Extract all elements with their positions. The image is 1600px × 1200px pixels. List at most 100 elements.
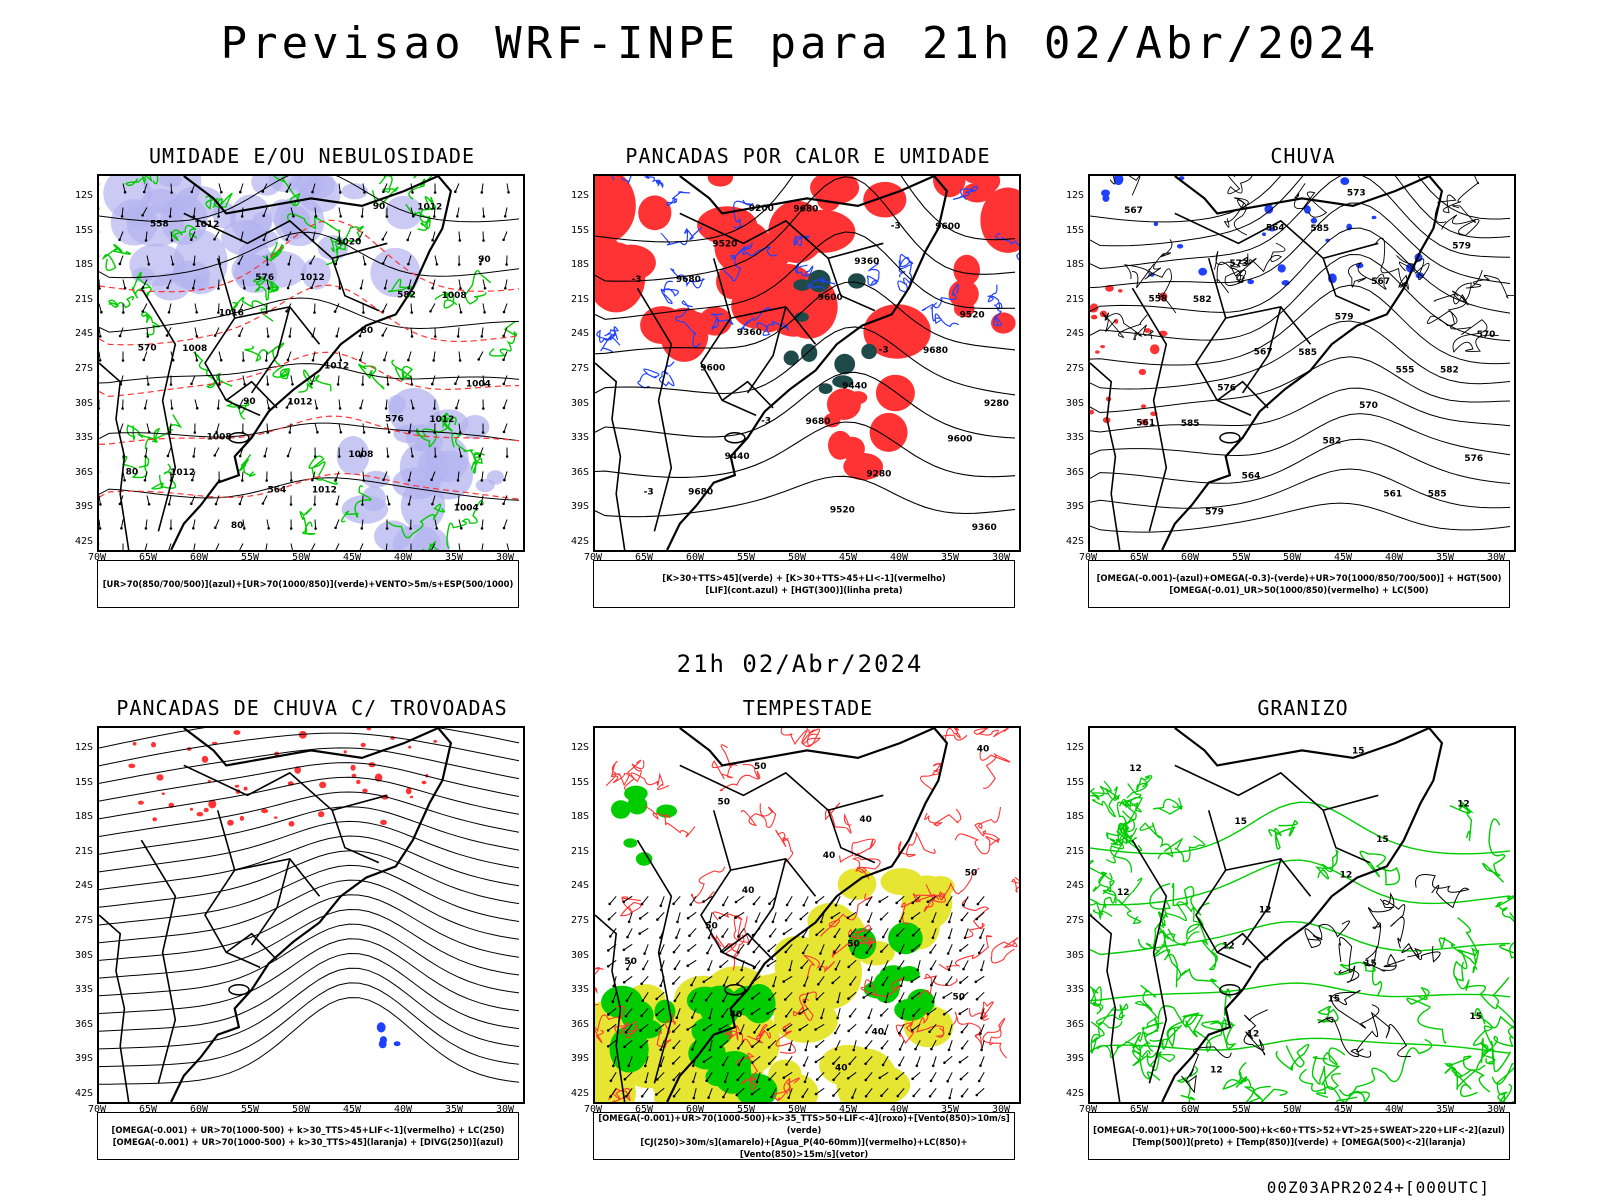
lon-tick-label: 30W — [495, 552, 515, 563]
lon-tick-label: 50W — [1282, 552, 1302, 563]
lon-tick-label: 60W — [189, 552, 209, 563]
lat-tick-label: 33S — [570, 432, 589, 444]
contour-label: 585 — [1310, 224, 1329, 234]
contour-label: 9680 — [923, 346, 948, 356]
contour-label: 1004 — [454, 503, 479, 513]
lat-tick-label: 39S — [1065, 501, 1084, 513]
legend-line: [LIF](cont.azul) + [HGT(300)](linha pret… — [705, 585, 903, 595]
lon-tick-label: 55W — [736, 1104, 756, 1115]
contour-label: 9680 — [793, 204, 818, 214]
field-layer — [99, 728, 520, 1085]
contour-label: 9360 — [972, 523, 997, 533]
map-plot: 40 50 50 40 50 50 50 40 40 40 40 50 40 50 — [595, 728, 1019, 1102]
contour-label: 579 — [1335, 312, 1354, 322]
lat-tick-label: 42S — [1065, 1088, 1084, 1099]
lat-tick-label: 18S — [570, 811, 589, 823]
coastline-layer — [1090, 728, 1444, 1102]
contour-label: 567 — [1124, 206, 1143, 216]
lat-tick-label: 39S — [1065, 1053, 1084, 1065]
lon-tick-label: 45W — [1333, 1104, 1353, 1115]
contour-label: 564 — [268, 485, 287, 495]
lon-tick-label: 50W — [291, 1104, 311, 1115]
contour-label: -3 — [644, 487, 654, 497]
lat-tick-label: 36S — [570, 1018, 589, 1030]
legend-box: [OMEGA(-0.001)+UR>70(1000-500)+k<60+TTS>… — [1088, 1112, 1510, 1160]
lon-tick-label: 35W — [940, 552, 960, 563]
main-title: Previsao WRF-INPE para 21h 02/Abr/2024 — [220, 18, 1380, 69]
panel-trovoadas: PANCADAS DE CHUVA C/ TROVOADAS 12S 15S 18S 2… — [75, 696, 527, 1176]
contour-label: 12 — [1259, 906, 1272, 916]
contour-label: 9680 — [676, 275, 701, 285]
panel-tempestade: TEMPESTADE 40 50 50 40 50 50 50 40 40 40 40 50 40 50 12… — [571, 696, 1023, 1176]
lon-tick-label: 40W — [393, 1104, 413, 1115]
legend-box: [OMEGA(-0.001)+UR>70(1000-500)+k>35_TTS>… — [593, 1112, 1015, 1160]
contour-label: 15 — [1364, 959, 1377, 969]
lon-tick-label: 70W — [1078, 1104, 1098, 1115]
contour-label: 579 — [1452, 242, 1471, 252]
label-layer: 40 50 50 40 50 50 50 40 40 40 40 50 40 50 — [624, 744, 989, 1073]
lon-tick-label: 45W — [1333, 552, 1353, 563]
lon-tick-label: 50W — [291, 552, 311, 563]
contour-label: 9600 — [947, 435, 972, 445]
lon-tick-label: 60W — [685, 1104, 705, 1115]
lon-tick-label: 40W — [1384, 1104, 1404, 1115]
contour-label: 576 — [255, 273, 274, 283]
contour-label: 40 — [730, 1010, 743, 1020]
lat-tick-label: 12S — [570, 190, 589, 201]
lon-tick-label: 40W — [889, 1104, 909, 1115]
lat-tick-label: 15S — [74, 776, 93, 788]
lat-tick-label: 30S — [74, 397, 93, 409]
lat-tick-label: 21S — [74, 845, 93, 857]
contour-label: 40 — [823, 851, 836, 861]
legend-box: [K>30+TTS>45](verde) + [K>30+TTS>45+LI<-… — [593, 560, 1015, 608]
lon-tick-label: 65W — [634, 552, 654, 563]
contour-label: 1008 — [442, 291, 467, 301]
contour-label: -3 — [879, 346, 889, 356]
lat-tick-label: 24S — [570, 328, 589, 340]
contour-label: 50 — [847, 939, 860, 949]
lat-tick-label: 42S — [570, 1088, 589, 1099]
lat-tick-label: 18S — [74, 811, 93, 823]
contour-label: 9520 — [830, 505, 855, 515]
lat-tick-label: 42S — [570, 536, 589, 547]
lat-tick-label: 12S — [1065, 190, 1084, 201]
field-layer — [1090, 775, 1514, 1102]
lon-tick-label: 70W — [583, 1104, 603, 1115]
legend-line: [OMEGA(-0.001)+UR>70(1000-500)+k>35_TTS>… — [598, 1113, 1010, 1135]
lat-tick-label: 24S — [74, 328, 93, 340]
contour-label: 1020 — [336, 238, 361, 248]
contour-label: 1012 — [170, 468, 195, 478]
lon-tick-label: 65W — [138, 1104, 158, 1115]
lat-tick-label: 24S — [74, 880, 93, 892]
map-chuva: 585 585 585 585 582 582 582 579 579 579 576 576 573 5… — [1088, 174, 1516, 552]
contour-label: 570 — [138, 344, 157, 354]
lat-tick-label: 30S — [570, 397, 589, 409]
contour-label: 12 — [1340, 870, 1353, 880]
contour-label: 40 — [872, 1028, 885, 1038]
contour-label: 50 — [965, 868, 978, 878]
map-pancadas-calor: 9680 9680 9680 9680 9680 9600 9600 9600 9600 9520… — [593, 174, 1021, 552]
contour-label: 1008 — [182, 344, 207, 354]
map-plot: 1012 1012 1012 1012 1008 1012 1012 1012 1008 1012… — [99, 176, 520, 550]
contour-label: 558 — [150, 220, 169, 230]
label-layer: 15 12 12 12 12 15 15 15 12 15 12 12 15 12 — [1117, 746, 1482, 1075]
lon-tick-label: 35W — [444, 1104, 464, 1115]
lat-tick-label: 12S — [74, 742, 93, 753]
lat-tick-label: 18S — [570, 259, 589, 271]
lat-tick-label: 39S — [570, 1053, 589, 1065]
panel-granizo: GRANIZO 15 12 12 12 12 15 15 15 12 15 12 12 15 12 12S 15… — [1066, 696, 1518, 1176]
lat-tick-label: 39S — [74, 1053, 93, 1065]
map-plot: 585 585 585 585 582 582 582 579 579 579 576 576 573 5… — [1090, 176, 1514, 550]
lon-tick-label: 50W — [1282, 1104, 1302, 1115]
contour-label: 1004 — [466, 379, 491, 389]
contour-label: 579 — [1205, 507, 1224, 517]
lat-tick-label: 15S — [570, 224, 589, 236]
legend-box: [OMEGA(-0.001) + UR>70(1000-500) + k>30_… — [97, 1112, 519, 1160]
contour-label: 9360 — [737, 328, 762, 338]
contour-label: -3 — [891, 222, 901, 232]
lat-tick-label: 27S — [1065, 915, 1084, 926]
lat-tick-label: 12S — [1065, 742, 1084, 753]
contour-label: 570 — [1477, 330, 1496, 340]
lon-tick-label: 65W — [1129, 1104, 1149, 1115]
lon-tick-label: 35W — [940, 1104, 960, 1115]
